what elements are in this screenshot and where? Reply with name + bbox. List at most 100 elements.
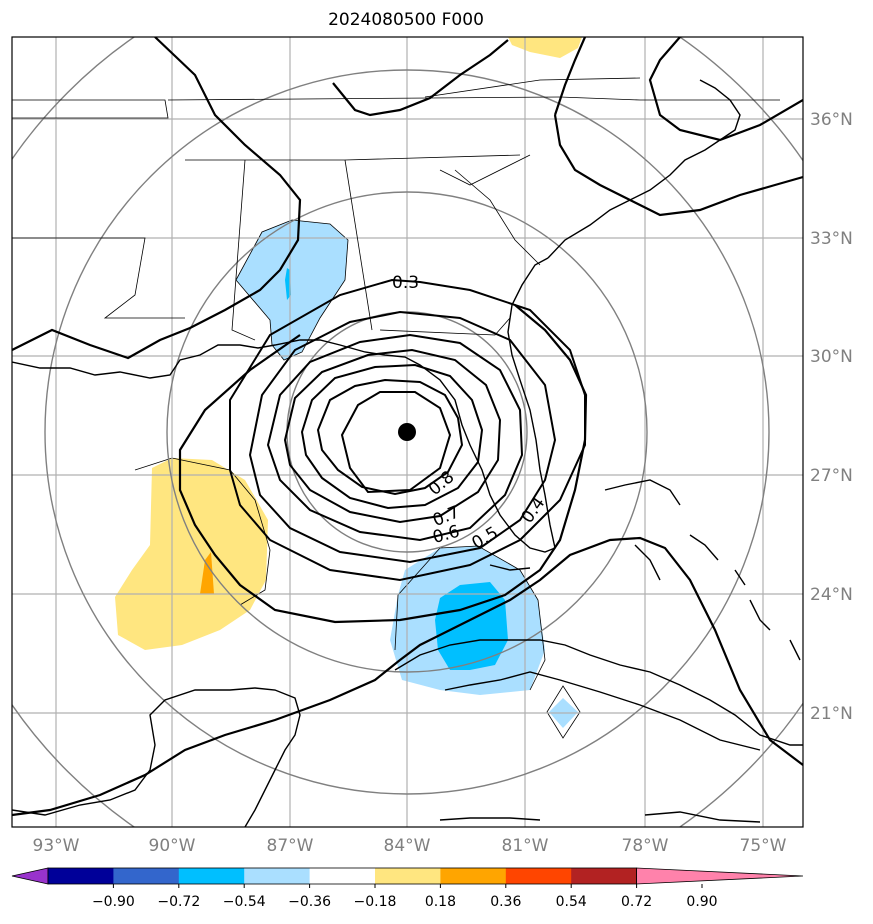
coast-bahamas-2	[634, 544, 661, 581]
colorbar-segment	[375, 868, 441, 884]
lon-label-90w: 90°W	[149, 836, 196, 856]
colorbar-tick-label: −0.18	[354, 894, 397, 910]
border-la	[12, 237, 185, 319]
colorbar-tick-label: −0.72	[157, 894, 200, 910]
colorbar-tick-label: −0.36	[288, 894, 331, 910]
colorbar	[11, 867, 804, 885]
colorbar-segment	[309, 868, 376, 884]
colorbar-outline	[47, 867, 637, 885]
coast-cuba-south	[444, 671, 761, 751]
border-ms-al	[185, 154, 521, 161]
border-tn	[167, 96, 561, 101]
contour-0.6	[283, 348, 502, 524]
colorbar-tick-label: 0.18	[425, 894, 456, 910]
contour-inner	[340, 391, 452, 494]
contour-0.8	[316, 378, 464, 496]
lat-axis: 36°N 33°N 30°N 27°N 24°N 21°N	[810, 110, 853, 724]
contours	[229, 278, 586, 582]
colorbar-tick-label: 0.72	[621, 894, 652, 910]
contour-label-0.4: 0.4	[518, 493, 550, 527]
lon-label-93w: 93°W	[33, 836, 80, 856]
line-ne-2	[553, 114, 803, 217]
coast-jamaica	[644, 811, 761, 823]
lat-label-21n: 21°N	[810, 704, 853, 724]
colorbar-tick-label: 0.36	[490, 894, 521, 910]
lat-label-24n: 24°N	[810, 585, 853, 605]
border-ga-fl	[379, 317, 511, 336]
shade-yellow-top	[508, 37, 582, 58]
colorbar-segment	[571, 868, 638, 884]
colorbar-segment	[244, 868, 311, 884]
line-ne-3	[648, 37, 803, 142]
shade-yellow-west	[115, 458, 268, 650]
outline-diamond	[546, 685, 581, 739]
lon-label-87w: 87°W	[267, 836, 314, 856]
colorbar-tick-label: −0.54	[223, 894, 266, 910]
lon-label-81w: 81°W	[502, 836, 549, 856]
border-nc	[559, 96, 780, 101]
shade-orange-west	[200, 552, 214, 594]
contour-0.3	[229, 278, 586, 582]
lon-label-78w: 78°W	[622, 836, 669, 856]
contour-label-0.8: 0.8	[425, 467, 459, 500]
colorbar-segment	[505, 868, 572, 884]
colorbar-ticks: −0.90 −0.72 −0.54 −0.36 −0.18 0.18 0.36 0.54 0.7…	[92, 884, 718, 910]
coast-yucatan	[12, 687, 301, 827]
coast-bahamas-4	[734, 569, 746, 586]
lat-label-30n: 30°N	[810, 347, 853, 367]
border-sc	[439, 154, 531, 186]
colorbar-segment	[440, 868, 507, 884]
coast-cuba	[394, 639, 803, 746]
lat-label-36n: 36°N	[810, 110, 853, 130]
coast-bahamas-5	[749, 599, 771, 631]
line-west-arc	[12, 536, 803, 817]
coastlines	[12, 79, 803, 827]
colorbar-segment	[48, 868, 114, 884]
map-frame	[11, 36, 804, 828]
line-ne	[332, 39, 509, 117]
lon-label-75w: 75°W	[740, 836, 787, 856]
border-top	[12, 99, 169, 119]
contour-label-0.3: 0.3	[392, 273, 419, 293]
coast-bahamas-3	[689, 534, 719, 561]
lat-label-27n: 27°N	[810, 466, 853, 486]
lon-label-84w: 84°W	[384, 836, 431, 856]
border-sc-ga	[454, 169, 541, 266]
map-title: 2024080500 F000	[328, 10, 484, 30]
coast-bahamas-1	[604, 479, 681, 506]
coast-atlantic	[547, 79, 741, 259]
range-ring-2	[166, 191, 648, 673]
center-marker	[398, 423, 416, 441]
border-al-ga	[344, 159, 373, 331]
colorbar-tick-label: 0.54	[556, 894, 587, 910]
state-borders	[12, 77, 780, 341]
coast-hispaniola	[789, 639, 801, 661]
colorbar-segment	[113, 868, 180, 884]
colorbar-extend-low	[11, 867, 49, 885]
line-ne-4	[553, 37, 587, 116]
outline-south	[394, 545, 546, 691]
shading-fills	[115, 37, 582, 728]
colorbar-extend-high	[636, 867, 804, 885]
colorbar-tick-label: −0.90	[92, 894, 135, 910]
colorbar-segment	[178, 868, 245, 884]
graticule	[12, 37, 803, 827]
range-ring-3	[44, 69, 770, 795]
contour-0.4	[248, 310, 557, 564]
lat-label-33n: 33°N	[810, 229, 853, 249]
border-va	[424, 77, 641, 98]
colorbar-tick-label: 0.90	[686, 894, 717, 910]
coast-gulf	[12, 257, 556, 553]
contour-0.7	[300, 363, 484, 510]
lon-axis: 93°W 90°W 87°W 84°W 81°W 78°W 75°W	[33, 836, 787, 856]
coast-south-strip	[439, 817, 541, 821]
line-north-arc	[12, 37, 302, 360]
contour-0.5	[266, 333, 524, 542]
shade-blue-south	[435, 582, 508, 670]
coast-keys	[489, 564, 531, 571]
border-ms-al-2	[231, 159, 256, 341]
